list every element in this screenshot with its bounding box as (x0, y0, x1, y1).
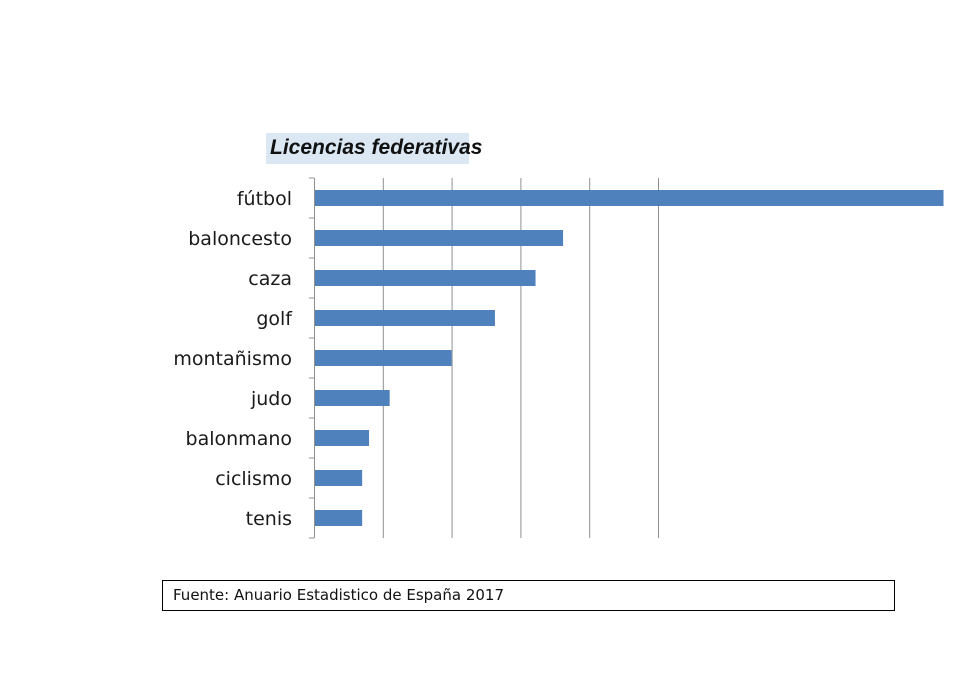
bar (315, 190, 944, 206)
bar (315, 350, 452, 366)
source-text: Fuente: Anuario Estadistico de España 20… (173, 586, 505, 604)
category-label: golf (256, 308, 293, 330)
bar (315, 470, 363, 486)
chart-title: Licencias federativas (270, 136, 483, 159)
category-label: judo (250, 388, 292, 410)
bar (315, 510, 363, 526)
source-box: Fuente: Anuario Estadistico de España 20… (162, 580, 895, 611)
bars (315, 190, 944, 526)
category-label: caza (248, 268, 292, 290)
category-labels: fútbol baloncesto caza golf montañismo judo ba… (173, 188, 293, 530)
category-label: montañismo (173, 348, 292, 370)
category-label: baloncesto (188, 228, 292, 250)
category-label: tenis (246, 508, 292, 530)
category-label: fútbol (237, 188, 292, 210)
category-label: ciclismo (215, 468, 292, 490)
bar (315, 430, 370, 446)
chart-title-background (266, 133, 469, 164)
bar (315, 310, 495, 326)
bar (315, 270, 536, 286)
bar (315, 390, 390, 406)
bar (315, 230, 564, 246)
category-label: balonmano (186, 428, 292, 450)
